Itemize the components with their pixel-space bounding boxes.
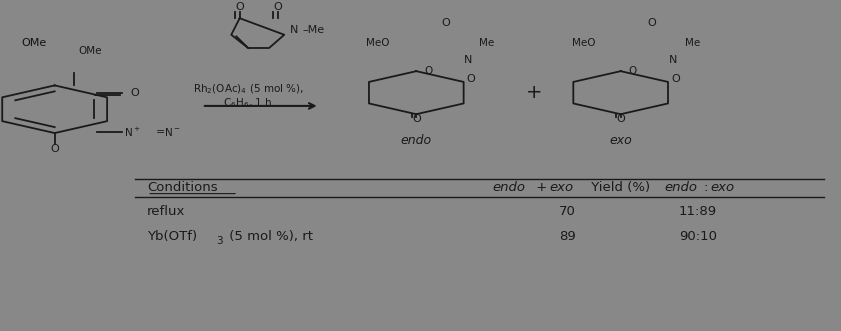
Text: endo: endo xyxy=(664,180,697,194)
Text: O: O xyxy=(273,2,282,12)
Text: O: O xyxy=(628,66,637,76)
Text: O: O xyxy=(235,2,244,12)
Text: OMe: OMe xyxy=(78,46,102,56)
Text: :: : xyxy=(704,180,708,194)
Text: Me: Me xyxy=(479,38,495,48)
Text: (5 mol %), rt: (5 mol %), rt xyxy=(225,230,314,243)
Text: O: O xyxy=(616,114,625,124)
Text: –Me: –Me xyxy=(303,25,325,35)
Text: N: N xyxy=(290,25,299,35)
Text: N: N xyxy=(464,55,473,65)
Text: O: O xyxy=(467,74,475,84)
Text: OMe: OMe xyxy=(21,38,46,48)
Text: Rh$_2$(OAc)$_4$ (5 mol %),: Rh$_2$(OAc)$_4$ (5 mol %), xyxy=(193,82,304,96)
Text: C$_6$H$_6$, 1 h: C$_6$H$_6$, 1 h xyxy=(224,96,272,110)
Text: Yb(OTf): Yb(OTf) xyxy=(147,230,198,243)
Text: $\mathregular{N^+}$: $\mathregular{N^+}$ xyxy=(124,126,141,139)
Text: MeO: MeO xyxy=(366,38,389,48)
Text: O: O xyxy=(50,144,59,154)
Text: endo: endo xyxy=(492,180,525,194)
Text: exo: exo xyxy=(609,134,632,147)
Text: 90:10: 90:10 xyxy=(679,230,717,243)
Text: exo: exo xyxy=(711,180,735,194)
Text: reflux: reflux xyxy=(147,205,186,218)
Text: Conditions: Conditions xyxy=(147,180,218,194)
Text: endo: endo xyxy=(400,134,432,147)
Text: O: O xyxy=(425,66,433,76)
Text: O: O xyxy=(442,18,450,28)
Text: exo: exo xyxy=(549,180,574,194)
Text: 89: 89 xyxy=(559,230,576,243)
Text: O: O xyxy=(412,114,420,124)
Text: $\mathregular{N^-}$: $\mathregular{N^-}$ xyxy=(164,126,181,138)
Text: 3: 3 xyxy=(216,236,223,246)
Text: 11:89: 11:89 xyxy=(679,205,717,218)
Text: O: O xyxy=(671,74,680,84)
Text: O: O xyxy=(130,88,139,98)
Text: 70: 70 xyxy=(559,205,576,218)
Text: +: + xyxy=(532,180,551,194)
Text: +: + xyxy=(526,83,542,102)
Text: Yield (%): Yield (%) xyxy=(587,180,650,194)
Text: MeO: MeO xyxy=(572,38,595,48)
Text: =: = xyxy=(156,127,165,137)
Text: Me: Me xyxy=(685,38,701,48)
Text: N: N xyxy=(669,55,677,65)
Text: O: O xyxy=(648,18,656,28)
